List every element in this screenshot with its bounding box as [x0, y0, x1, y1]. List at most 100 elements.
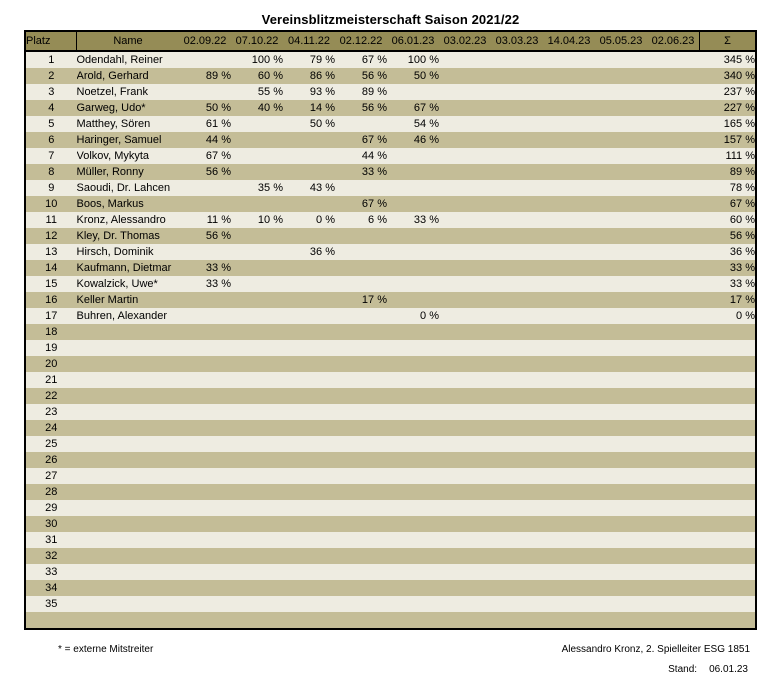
- score-cell: [595, 436, 647, 452]
- score-cell: [439, 308, 491, 324]
- score-cell: [231, 116, 283, 132]
- score-cell: [179, 548, 231, 564]
- score-cell: [439, 404, 491, 420]
- table-row: 13 Hirsch, Dominik 36 % 36 %: [25, 244, 756, 260]
- score-cell: [231, 132, 283, 148]
- score-cell: [283, 340, 335, 356]
- score-cell: [179, 596, 231, 612]
- score-cell: [231, 308, 283, 324]
- score-cell: [595, 228, 647, 244]
- score-cell: 55 %: [257, 86, 283, 98]
- score-cell: [595, 180, 647, 196]
- score-cell: [231, 516, 283, 532]
- score-cell: [283, 420, 335, 436]
- score-cell: [283, 436, 335, 452]
- table-row: 32: [25, 548, 756, 564]
- score-cell: [387, 596, 439, 612]
- score-cell: [335, 180, 387, 196]
- score-cell: [491, 292, 543, 308]
- sum-cell: [700, 484, 757, 500]
- score-cell: [179, 196, 231, 212]
- score-cell: [231, 612, 283, 629]
- rank-cell: 34: [45, 582, 58, 594]
- name-cell: [77, 516, 180, 532]
- score-cell: [439, 180, 491, 196]
- name-cell: [77, 548, 180, 564]
- score-cell: [231, 260, 283, 276]
- score-cell: [491, 388, 543, 404]
- score-cell: [231, 148, 283, 164]
- score-cell: [283, 532, 335, 548]
- sum-cell: [700, 388, 757, 404]
- score-cell: [335, 516, 387, 532]
- score-cell: [387, 420, 439, 436]
- table-row: 9 Saoudi, Dr. Lahcen 35 % 43 % 78 %: [25, 180, 756, 196]
- score-cell: [595, 532, 647, 548]
- table-row: [25, 612, 756, 629]
- score-cell: [335, 340, 387, 356]
- score-cell: [179, 612, 231, 629]
- sum-cell: 0 %: [736, 310, 755, 322]
- table-row: 31: [25, 532, 756, 548]
- score-cell: [231, 564, 283, 580]
- score-cell: [595, 51, 647, 68]
- rank-cell: 12: [45, 230, 58, 242]
- score-cell: [335, 596, 387, 612]
- score-cell: [335, 532, 387, 548]
- score-cell: 35 %: [257, 182, 283, 194]
- name-cell: Kowalzick, Uwe*: [76, 278, 158, 290]
- score-cell: [491, 132, 543, 148]
- header-row: Platz Name 02.09.22 07.10.22 04.11.22 02.12.2…: [25, 31, 756, 52]
- score-cell: [335, 420, 387, 436]
- score-cell: [491, 68, 543, 84]
- score-cell: [647, 388, 700, 404]
- score-cell: 50 %: [309, 118, 335, 130]
- table-row: 5 Matthey, Sören 61 % 50 % 54 % 165 %: [25, 116, 756, 132]
- table-row: 18: [25, 324, 756, 340]
- score-cell: 100 %: [251, 54, 283, 66]
- score-cell: [179, 580, 231, 596]
- score-cell: [439, 260, 491, 276]
- name-cell: [77, 324, 180, 340]
- score-cell: [439, 164, 491, 180]
- score-cell: [439, 244, 491, 260]
- score-cell: [179, 420, 231, 436]
- sum-cell: 33 %: [729, 262, 755, 274]
- score-cell: [595, 372, 647, 388]
- column-header-date-8: 05.05.23: [595, 31, 647, 52]
- score-cell: [283, 580, 335, 596]
- score-cell: [595, 356, 647, 372]
- column-header-date-3: 02.12.22: [335, 31, 387, 52]
- score-cell: [595, 68, 647, 84]
- name-cell: Odendahl, Reiner: [76, 54, 163, 66]
- rank-cell: 10: [45, 198, 58, 210]
- score-cell: 67 %: [361, 54, 387, 66]
- score-cell: [231, 404, 283, 420]
- score-cell: [647, 468, 700, 484]
- rank-cell: 19: [45, 342, 58, 354]
- score-cell: [647, 84, 700, 100]
- sum-cell: [700, 468, 757, 484]
- rank-cell: 20: [45, 358, 58, 370]
- score-cell: [491, 116, 543, 132]
- score-cell: [647, 500, 700, 516]
- score-cell: [595, 468, 647, 484]
- column-header-platz: Platz: [25, 31, 77, 52]
- score-cell: [439, 84, 491, 100]
- score-cell: 56 %: [361, 102, 387, 114]
- sum-cell: [700, 564, 757, 580]
- name-cell: Kley, Dr. Thomas: [76, 230, 160, 242]
- score-cell: [491, 564, 543, 580]
- rank-cell: 13: [45, 246, 58, 258]
- score-cell: [647, 276, 700, 292]
- score-cell: [179, 404, 231, 420]
- column-header-sum: Σ: [699, 31, 756, 52]
- score-cell: [439, 116, 491, 132]
- score-cell: [439, 500, 491, 516]
- name-cell: Boos, Markus: [76, 198, 144, 210]
- score-cell: [387, 404, 439, 420]
- score-cell: 79 %: [309, 54, 335, 66]
- table-row: 11 Kronz, Alessandro 11 % 10 % 0 % 6 % 33 % 60 …: [25, 212, 756, 228]
- score-cell: [543, 372, 595, 388]
